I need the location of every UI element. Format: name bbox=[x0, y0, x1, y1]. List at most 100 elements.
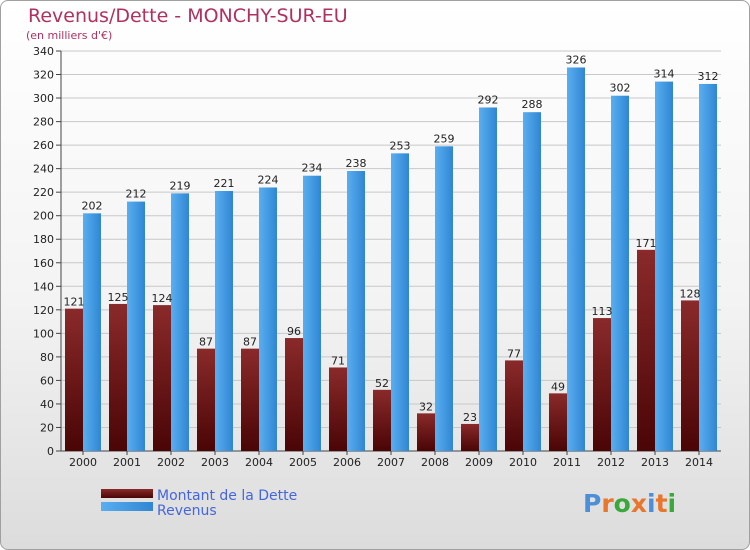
y-tick-label: 60 bbox=[40, 374, 54, 387]
bar-dette bbox=[549, 393, 567, 451]
logo-letter: x bbox=[630, 489, 647, 518]
data-label-dette: 23 bbox=[463, 411, 477, 424]
y-tick-label: 160 bbox=[33, 257, 54, 270]
bar-dette bbox=[637, 249, 655, 451]
bar-revenus bbox=[655, 81, 673, 452]
data-label-revenus: 202 bbox=[82, 199, 103, 212]
bar-revenus bbox=[215, 191, 233, 451]
data-label-dette: 171 bbox=[636, 237, 657, 250]
x-tick-label: 2003 bbox=[201, 456, 229, 469]
bar-revenus bbox=[259, 187, 277, 451]
data-label-dette: 49 bbox=[551, 380, 565, 393]
logo-letter: P bbox=[583, 489, 602, 518]
x-tick-label: 2011 bbox=[553, 456, 581, 469]
bar-revenus bbox=[83, 213, 101, 451]
bar-revenus bbox=[699, 83, 717, 452]
bar-dette bbox=[417, 413, 435, 451]
y-tick-label: 140 bbox=[33, 280, 54, 293]
bar-dette bbox=[65, 308, 83, 451]
logo-letter: o bbox=[613, 489, 631, 518]
x-tick-label: 2002 bbox=[157, 456, 185, 469]
proxiti-logo: Proxiti bbox=[583, 489, 676, 518]
bar-dette bbox=[373, 389, 391, 451]
data-label-revenus: 234 bbox=[302, 162, 323, 175]
data-label-revenus: 253 bbox=[390, 139, 411, 152]
chart-subtitle: (en milliers d'€) bbox=[26, 29, 113, 42]
x-tick-label: 2007 bbox=[377, 456, 405, 469]
bar-revenus bbox=[479, 107, 497, 452]
y-tick-label: 260 bbox=[33, 139, 54, 152]
data-label-revenus: 224 bbox=[258, 173, 279, 186]
bar-revenus bbox=[127, 201, 145, 451]
y-tick-label: 20 bbox=[40, 421, 54, 434]
bar-dette bbox=[461, 423, 479, 451]
x-tick-label: 2008 bbox=[421, 456, 449, 469]
y-tick-label: 100 bbox=[33, 327, 54, 340]
data-label-dette: 77 bbox=[507, 347, 521, 360]
bar-dette bbox=[109, 303, 127, 451]
bar-revenus bbox=[303, 175, 321, 452]
bar-revenus bbox=[611, 95, 629, 452]
data-label-dette: 124 bbox=[152, 292, 173, 305]
bar-dette bbox=[153, 305, 171, 451]
bar-dette bbox=[329, 367, 347, 451]
legend-swatch-dette bbox=[101, 489, 153, 498]
chart-title: Revenus/Dette - MONCHY-SUR-EU bbox=[28, 5, 348, 27]
data-label-revenus: 292 bbox=[478, 93, 499, 106]
x-tick-label: 2006 bbox=[333, 456, 361, 469]
logo-letter: t bbox=[655, 489, 668, 518]
data-label-revenus: 212 bbox=[126, 188, 147, 201]
y-tick-label: 200 bbox=[33, 210, 54, 223]
data-label-revenus: 219 bbox=[170, 179, 191, 192]
y-tick-label: 280 bbox=[33, 116, 54, 129]
bar-dette bbox=[681, 300, 699, 451]
bar-revenus bbox=[347, 171, 365, 451]
y-tick-label: 220 bbox=[33, 186, 54, 199]
bar-dette bbox=[505, 360, 523, 451]
y-tick-label: 80 bbox=[40, 351, 54, 364]
data-label-revenus: 312 bbox=[698, 70, 719, 83]
y-tick-label: 180 bbox=[33, 233, 54, 246]
legend-label-dette: Montant de la Dette bbox=[157, 488, 297, 504]
bar-dette bbox=[197, 348, 215, 451]
data-label-revenus: 302 bbox=[610, 82, 631, 95]
bar-revenus bbox=[567, 67, 585, 452]
bar-revenus bbox=[523, 112, 541, 452]
data-label-dette: 52 bbox=[375, 377, 389, 390]
y-tick-label: 0 bbox=[47, 445, 54, 458]
data-label-revenus: 221 bbox=[214, 177, 235, 190]
bar-dette bbox=[285, 338, 303, 451]
y-tick-label: 120 bbox=[33, 304, 54, 317]
bar-revenus bbox=[171, 193, 189, 451]
x-tick-label: 2009 bbox=[465, 456, 493, 469]
bar-dette bbox=[593, 318, 611, 451]
logo-letter: r bbox=[601, 489, 614, 518]
legend-swatch-revenus bbox=[101, 502, 153, 511]
y-tick-label: 320 bbox=[33, 69, 54, 82]
data-label-revenus: 314 bbox=[654, 68, 675, 81]
y-tick-label: 340 bbox=[33, 45, 54, 58]
data-label-dette: 121 bbox=[64, 296, 85, 309]
bar-revenus bbox=[435, 146, 453, 451]
x-tick-label: 2000 bbox=[69, 456, 97, 469]
data-label-dette: 125 bbox=[108, 291, 129, 304]
y-tick-label: 300 bbox=[33, 92, 54, 105]
data-label-revenus: 259 bbox=[434, 132, 455, 145]
data-label-dette: 113 bbox=[592, 305, 613, 318]
x-tick-label: 2013 bbox=[641, 456, 669, 469]
x-tick-label: 2012 bbox=[597, 456, 625, 469]
x-tick-label: 2004 bbox=[245, 456, 273, 469]
y-tick-label: 240 bbox=[33, 163, 54, 176]
legend-label-revenus: Revenus bbox=[157, 503, 217, 519]
data-label-revenus: 238 bbox=[346, 157, 367, 170]
data-label-dette: 87 bbox=[243, 336, 257, 349]
data-label-revenus: 326 bbox=[566, 53, 587, 66]
y-tick-label: 40 bbox=[40, 398, 54, 411]
x-tick-label: 2005 bbox=[289, 456, 317, 469]
x-tick-label: 2014 bbox=[685, 456, 713, 469]
data-label-dette: 32 bbox=[419, 400, 433, 413]
x-tick-label: 2001 bbox=[113, 456, 141, 469]
logo-letter: i bbox=[667, 489, 677, 518]
